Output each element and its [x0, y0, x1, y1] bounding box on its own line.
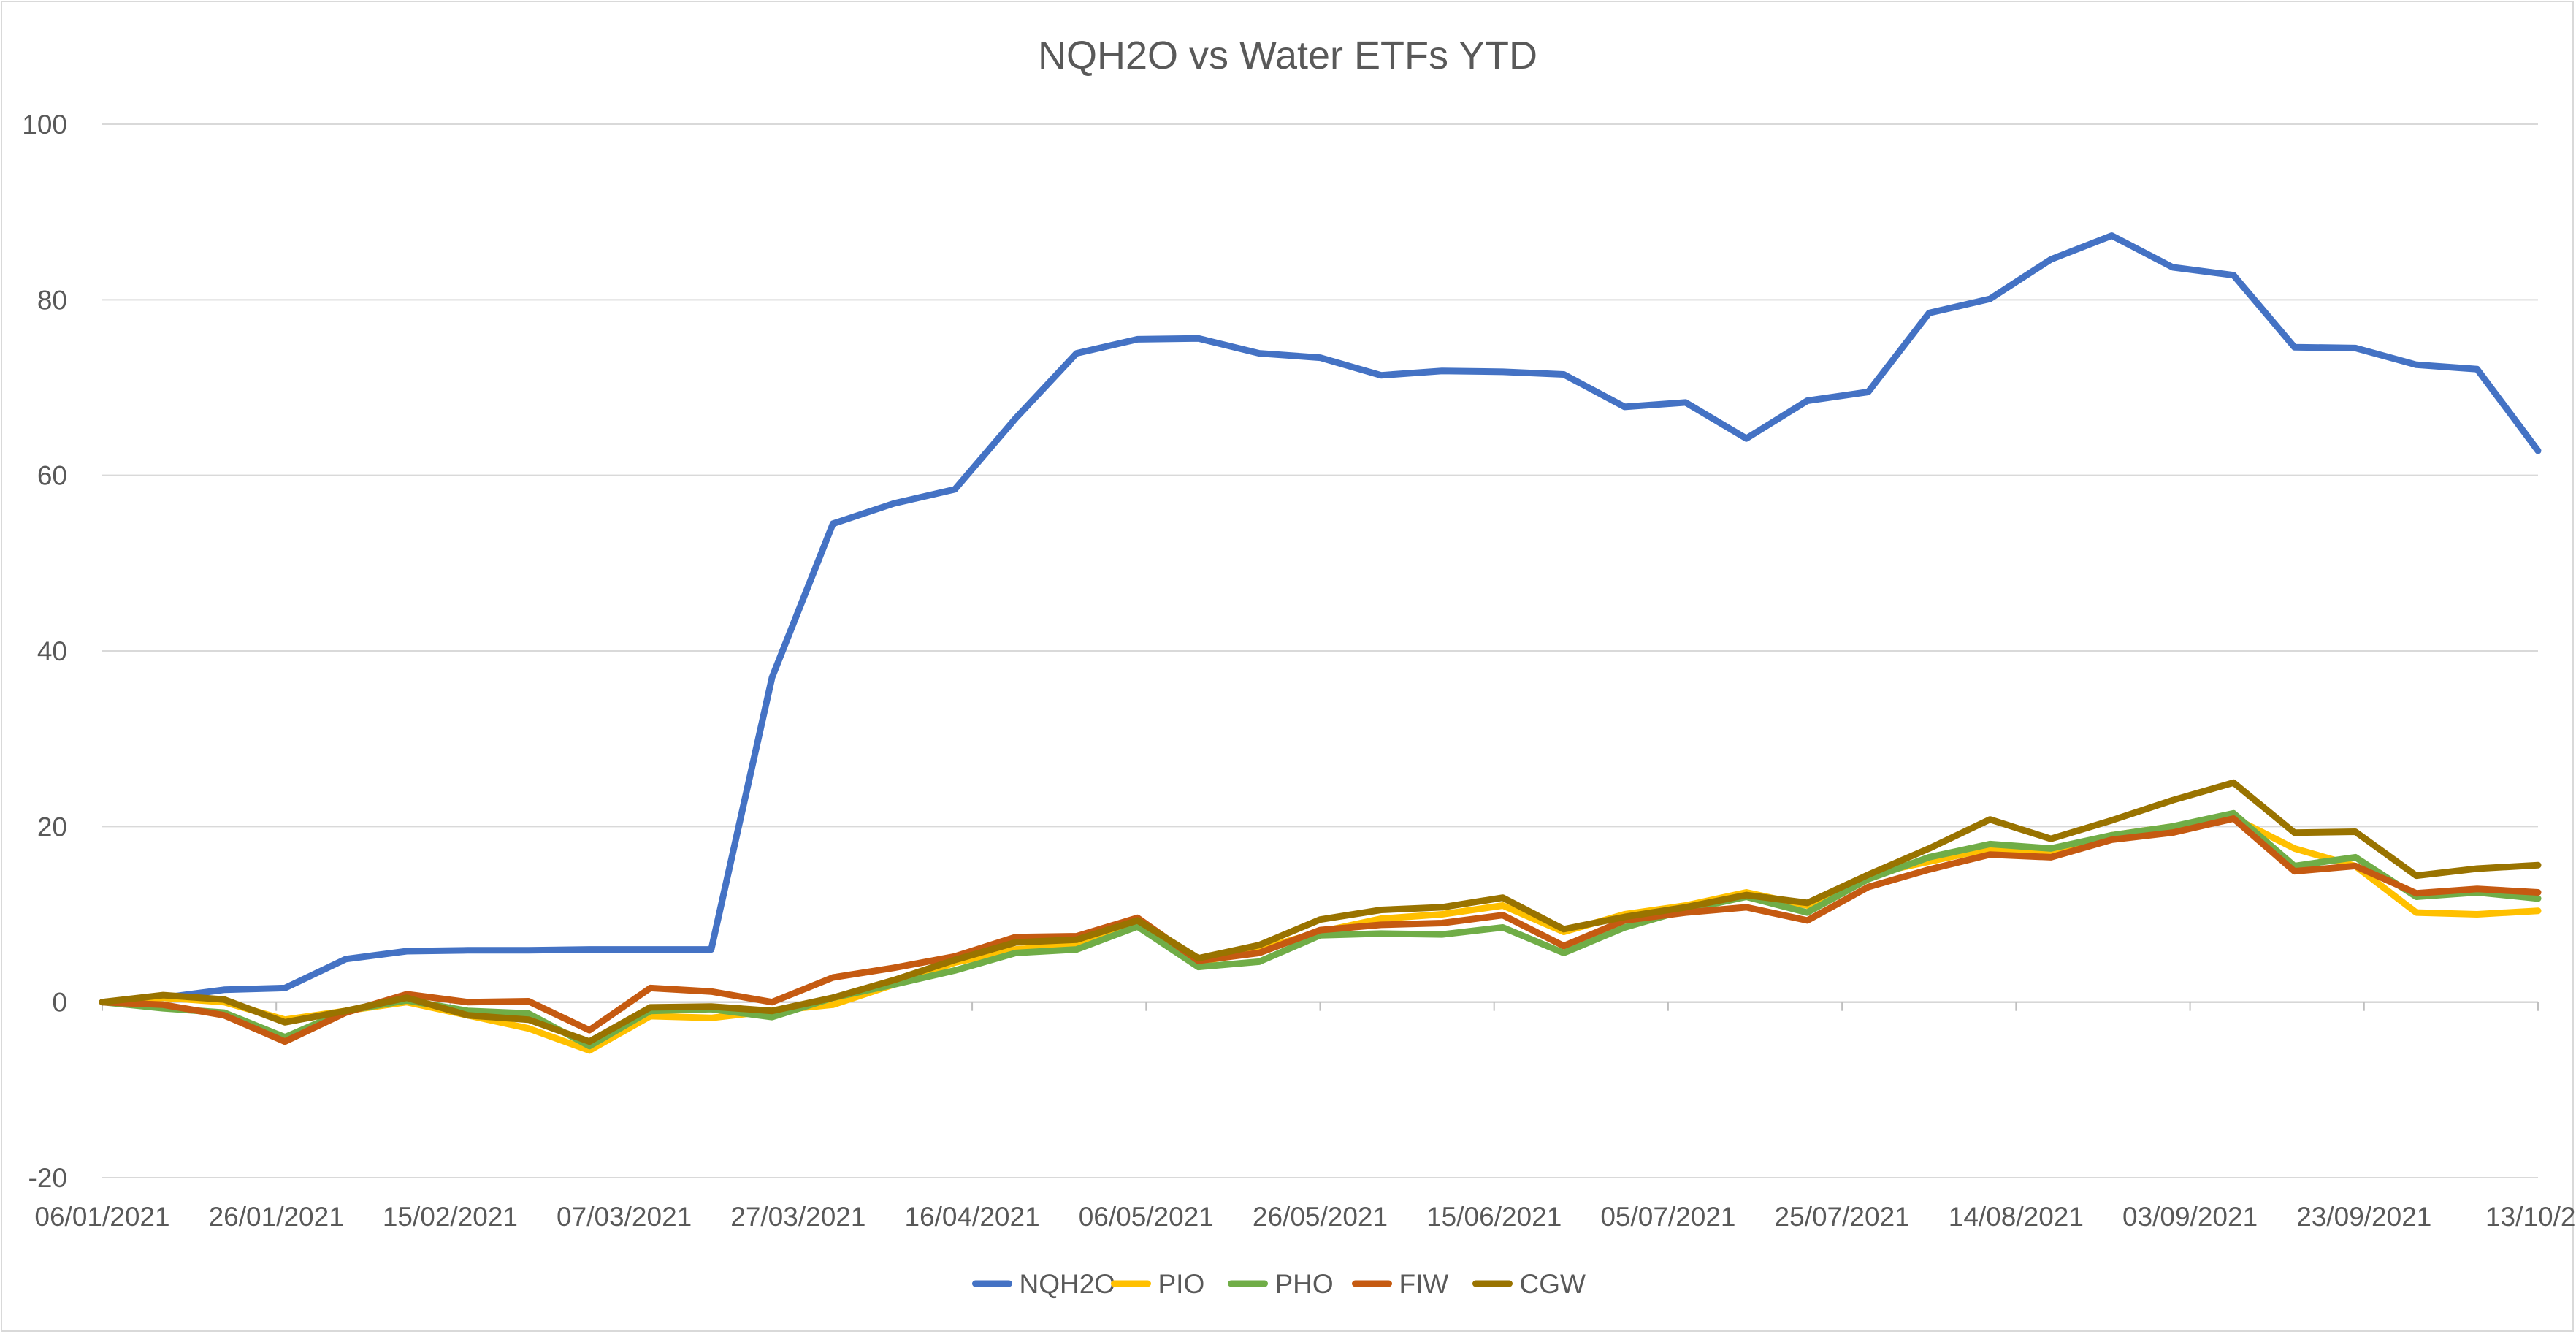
chart-title: NQH2O vs Water ETFs YTD	[1038, 34, 1537, 77]
x-tick-label: 03/09/2021	[2122, 1202, 2258, 1232]
series-line-pho	[99, 809, 2542, 1050]
x-tick-label: 13/10/20	[2485, 1202, 2576, 1232]
legend[interactable]: NQH2O PIO PHO FIW CGW	[972, 1269, 1586, 1299]
legend-item-nqh2o[interactable]: NQH2O	[972, 1269, 1116, 1299]
y-tick-label: 100	[22, 110, 67, 140]
legend-item-pho[interactable]: PHO	[1228, 1269, 1334, 1299]
legend-item-cgw[interactable]: CGW	[1472, 1269, 1586, 1299]
legend-item-fiw[interactable]: FIW	[1352, 1269, 1449, 1299]
legend-label: NQH2O	[1020, 1269, 1116, 1299]
x-tick-label: 15/06/2021	[1426, 1202, 1562, 1232]
x-tick-label: 16/04/2021	[904, 1202, 1039, 1232]
x-tick-label: 27/03/2021	[730, 1202, 865, 1232]
x-tick-label: 26/05/2021	[1253, 1202, 1388, 1232]
y-tick-label: 80	[37, 285, 67, 315]
x-tick-label: 26/01/2021	[209, 1202, 344, 1232]
x-tick-label: 06/05/2021	[1079, 1202, 1214, 1232]
legend-label: PIO	[1158, 1269, 1205, 1299]
x-tick-label: 05/07/2021	[1600, 1202, 1735, 1232]
series-line-fiw	[99, 815, 2542, 1045]
x-axis-ticks: 06/01/2021 26/01/2021 15/02/2021 07/03/2021…	[34, 1002, 2576, 1232]
y-axis-ticks: -20 0 20 40 60 80 100	[22, 110, 67, 1193]
series-lines	[99, 232, 2542, 1054]
series-line-nqh2o	[99, 232, 2542, 1006]
x-tick-label: 06/01/2021	[34, 1202, 169, 1232]
x-tick-label: 15/02/2021	[383, 1202, 518, 1232]
y-tick-label: 0	[52, 988, 67, 1018]
x-tick-label: 25/07/2021	[1775, 1202, 1910, 1232]
legend-label: FIW	[1399, 1269, 1449, 1299]
x-tick-label: 23/09/2021	[2296, 1202, 2431, 1232]
y-tick-label: 60	[37, 461, 67, 491]
y-tick-label: 40	[37, 636, 67, 666]
series-line-cgw	[99, 779, 2542, 1045]
x-tick-label: 07/03/2021	[557, 1202, 692, 1232]
legend-label: CGW	[1520, 1269, 1586, 1299]
gridlines	[102, 123, 2538, 1178]
legend-label: PHO	[1275, 1269, 1334, 1299]
y-tick-label: -20	[28, 1163, 67, 1193]
legend-item-pio[interactable]: PIO	[1111, 1269, 1205, 1299]
x-tick-label: 14/08/2021	[1949, 1202, 2084, 1232]
y-tick-label: 20	[37, 812, 67, 842]
